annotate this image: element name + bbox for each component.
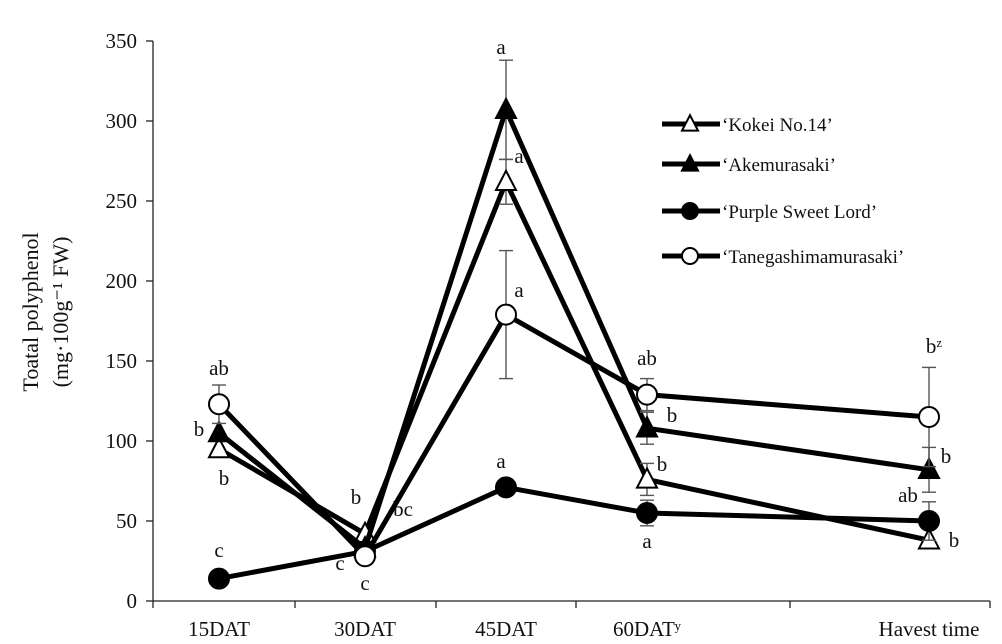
y-axis-label-line-1: Toatal polyphenol (18, 232, 43, 391)
y-tick-label: 150 (106, 349, 138, 373)
significance-label: a (514, 144, 524, 168)
data-point (495, 476, 517, 499)
data-point (636, 383, 658, 406)
x-tick-label: Havest time (879, 617, 980, 641)
data-point (495, 303, 517, 326)
significance-label: c (335, 551, 344, 575)
significance-label: c (214, 538, 223, 562)
data-point (207, 435, 231, 459)
data-point (636, 502, 658, 524)
legend-marker (680, 153, 700, 172)
x-tick-label: 15DAT (188, 617, 250, 641)
legend-item-tanegashimamurasaki: ‘Tanegashimamurasaki’ (662, 247, 904, 268)
legend-marker (681, 202, 699, 220)
y-tick-label: 200 (106, 269, 138, 293)
legend-label: ‘Purple Sweet Lord’ (722, 202, 877, 223)
series-line (218, 484, 930, 582)
data-point (354, 545, 376, 568)
y-tick-label: 50 (116, 509, 137, 533)
significance-label: a (496, 449, 506, 473)
significance-label: a (514, 278, 524, 302)
significance-label: b (657, 452, 668, 476)
significance-label: b (949, 528, 960, 552)
significance-label: b (667, 403, 678, 427)
significance-label: b (351, 485, 362, 509)
data-point (494, 168, 518, 192)
data-point (635, 466, 659, 489)
significance-label: c (360, 571, 369, 595)
significance-label: ab (898, 483, 918, 507)
significance-label: ab (637, 346, 657, 370)
legend-label: ‘Kokei No.14’ (722, 115, 833, 136)
legend-marker (680, 113, 700, 132)
data-point (918, 510, 940, 532)
series-line (217, 179, 930, 543)
x-tick-label: 60DATʸ (613, 617, 682, 641)
x-tick-label: 45DAT (475, 617, 537, 641)
data-point (207, 419, 231, 443)
significance-label: b (194, 417, 205, 441)
data-point (494, 96, 518, 120)
legend-marker (681, 247, 699, 265)
y-tick-label: 250 (106, 189, 138, 213)
y-tick-label: 300 (106, 109, 138, 133)
significance-label: b (219, 466, 230, 490)
data-point (208, 567, 230, 590)
data-point (917, 456, 941, 480)
legend-item-purple-sweet-lord: ‘Purple Sweet Lord’ (662, 202, 877, 223)
y-axis-label-line-2: (mg·100g⁻¹ FW) (48, 237, 73, 388)
legend-label: ‘Tanegashimamurasaki’ (722, 247, 904, 268)
significance-label: ab (209, 356, 229, 380)
significance-label: b (941, 444, 952, 468)
data-point (918, 406, 940, 428)
legend-label: ‘Akemurasaki’ (722, 155, 836, 176)
legend-item-akemurasaki: ‘Akemurasaki’ (662, 153, 836, 176)
legend-item-kokei-no14: ‘Kokei No.14’ (662, 113, 833, 136)
significance-label: bᶻ (926, 334, 943, 358)
x-tick-label: 30DAT (334, 617, 396, 641)
y-tick-label: 100 (106, 429, 138, 453)
y-tick-label: 0 (127, 589, 138, 613)
data-point (635, 415, 659, 438)
data-point (208, 393, 230, 416)
significance-label: a (642, 529, 652, 553)
significance-label: a (496, 35, 506, 59)
y-tick-label: 350 (106, 29, 138, 53)
legend: ‘Kokei No.14’ ‘Akemurasaki’ ‘Purple Sweet … (662, 113, 904, 268)
series-purple-sweet-lord: c c a a ab (208, 449, 940, 590)
